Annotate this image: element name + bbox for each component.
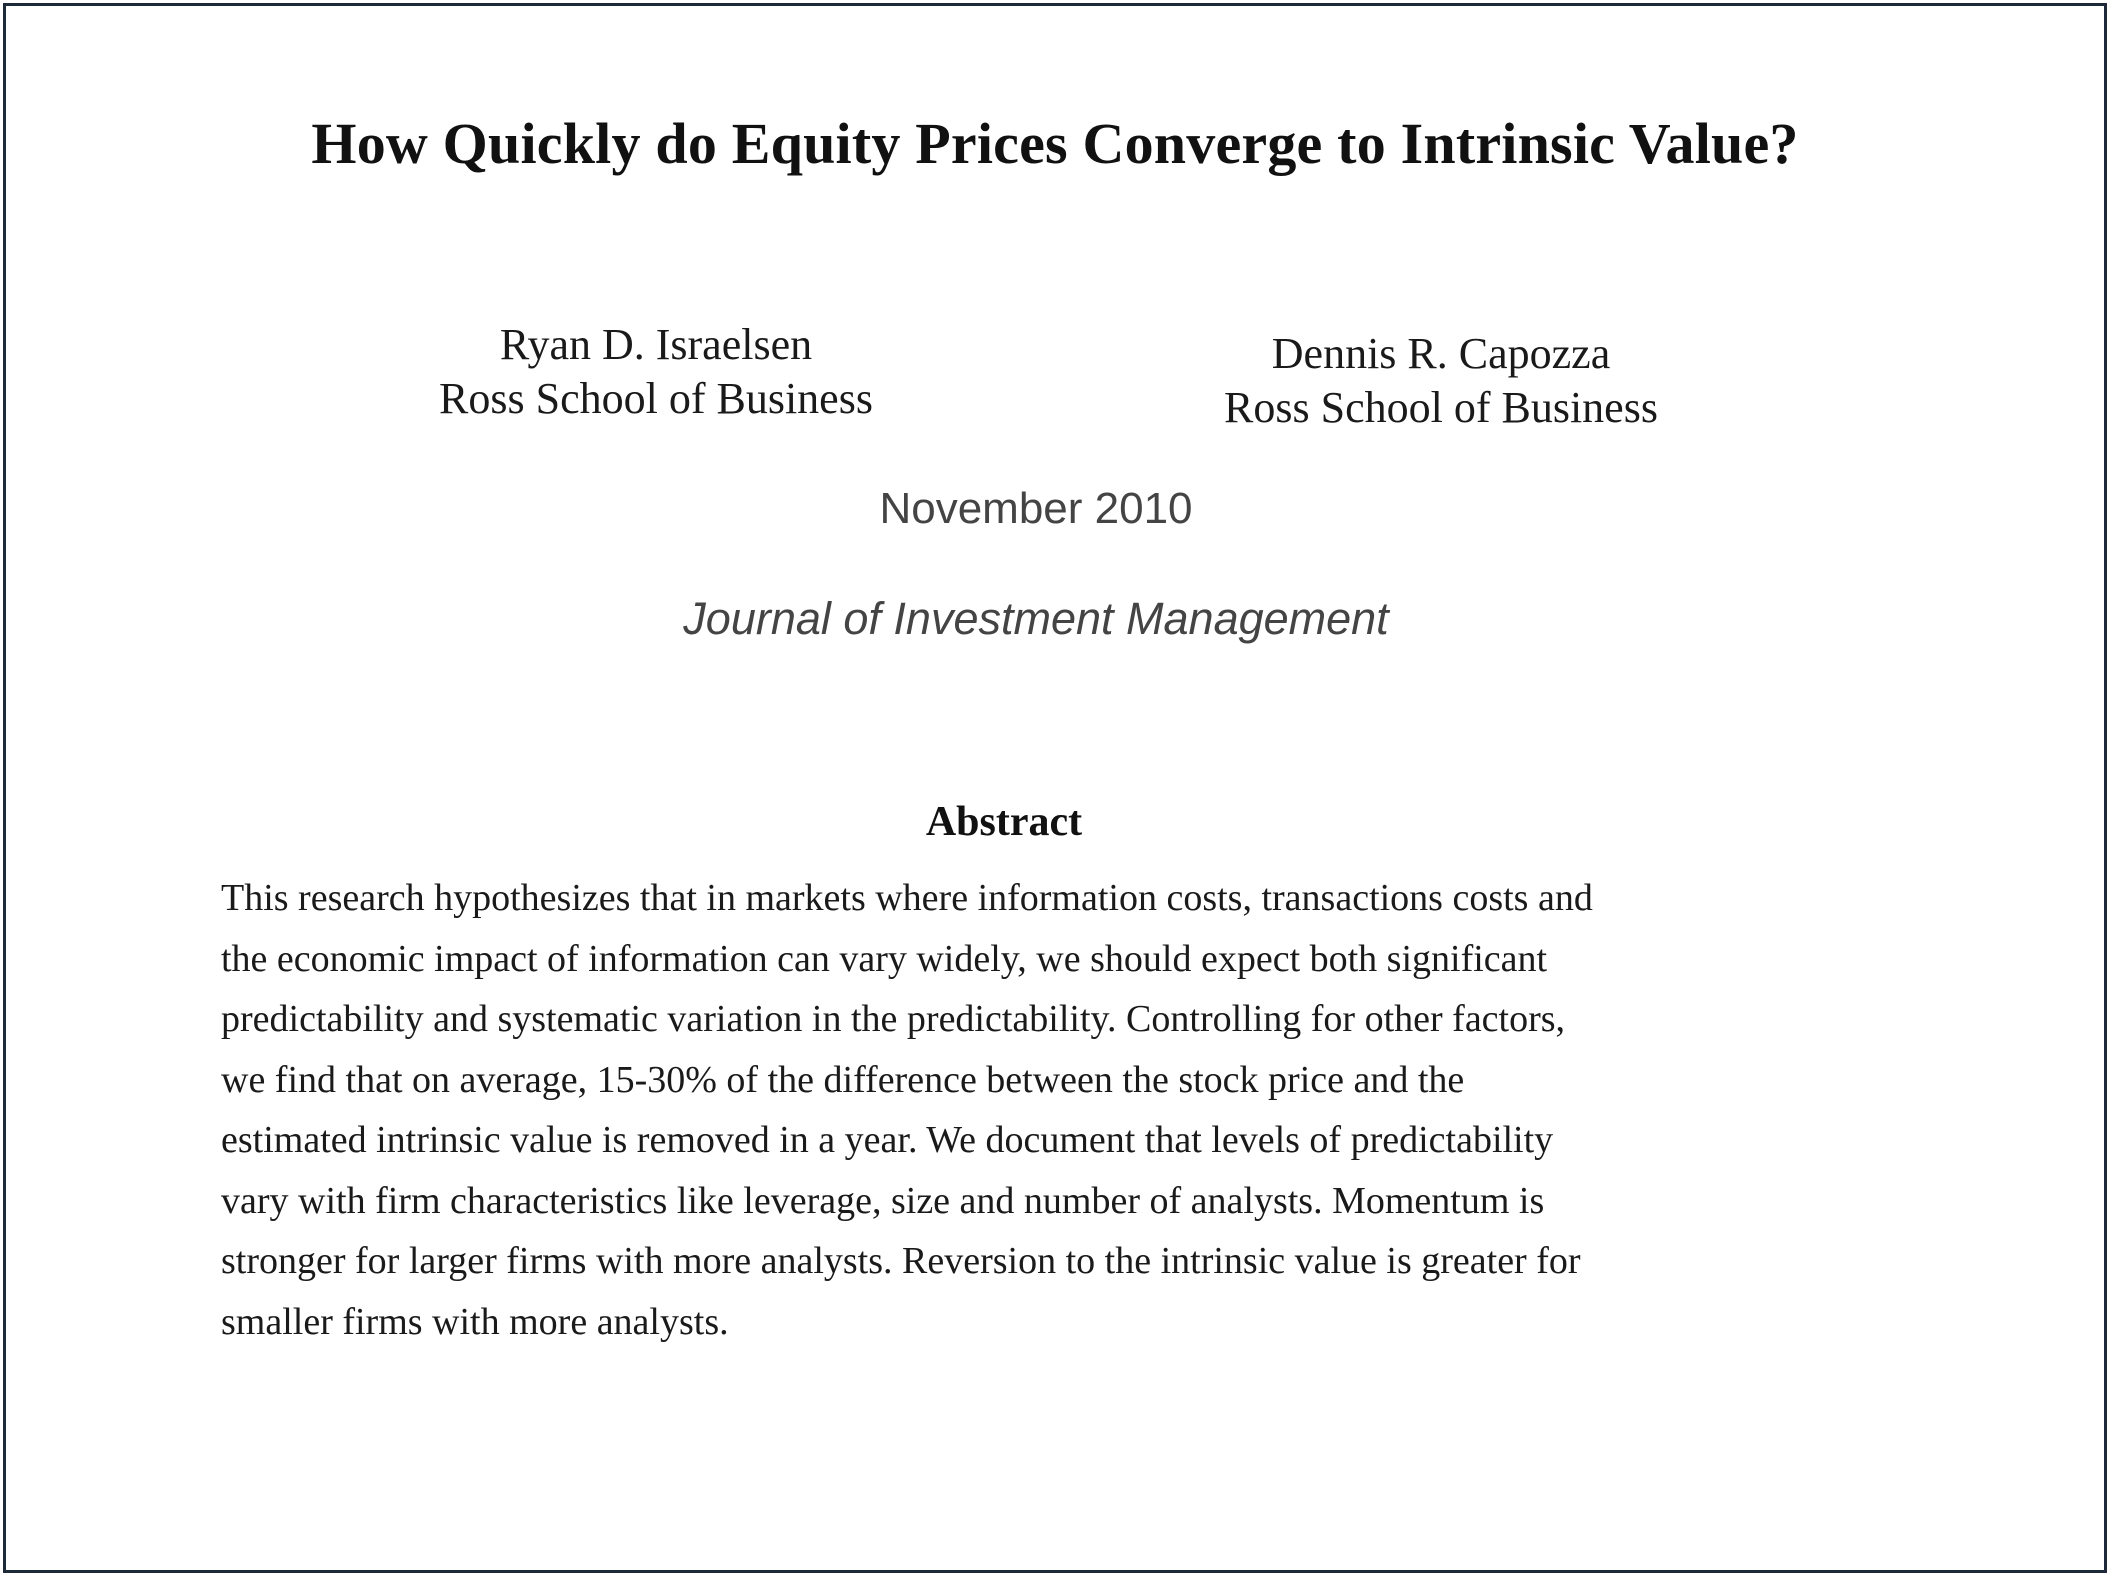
author-name: Ryan D. Israelsen xyxy=(499,320,813,369)
abstract-line: the economic impact of information can v… xyxy=(221,937,1548,980)
paper-title: How Quickly do Equity Prices Converge to… xyxy=(311,111,1799,176)
abstract-line: we find that on average, 15-30% of the d… xyxy=(221,1058,1465,1101)
paper-frame: How Quickly do Equity Prices Converge to… xyxy=(3,3,2107,1573)
abstract-heading: Abstract xyxy=(925,799,1083,845)
abstract-line: smaller firms with more analysts. xyxy=(221,1300,729,1343)
author-affiliation: Ross School of Business xyxy=(439,374,873,423)
author-affiliation: Ross School of Business xyxy=(1224,383,1658,432)
author-name: Dennis R. Capozza xyxy=(1271,329,1611,378)
publication-date: November 2010 xyxy=(879,484,1193,533)
author-block-1: Ryan D. Israelsen Ross School of Busines… xyxy=(406,318,906,426)
abstract-line: stronger for larger firms with more anal… xyxy=(221,1240,1581,1282)
abstract-body: This research hypothesizes that in marke… xyxy=(221,868,1841,1352)
author-block-2: Dennis R. Capozza Ross School of Busines… xyxy=(1191,327,1691,435)
journal-name: Journal of Investment Management xyxy=(683,593,1389,644)
abstract-line: estimated intrinsic value is removed in … xyxy=(221,1119,1554,1161)
abstract-line: vary with firm characteristics like leve… xyxy=(221,1179,1545,1222)
abstract-line: This research hypothesizes that in marke… xyxy=(221,877,1593,919)
abstract-line: predictability and systematic variation … xyxy=(221,998,1566,1040)
